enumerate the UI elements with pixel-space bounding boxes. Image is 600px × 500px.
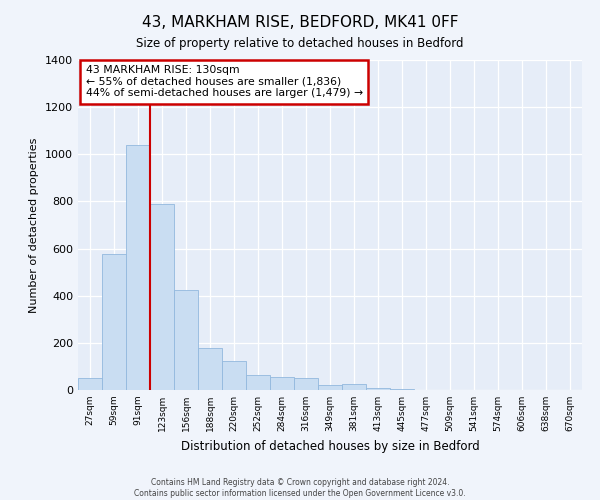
Bar [342,384,366,390]
Bar [198,348,222,390]
Bar [102,254,126,390]
Bar [222,360,246,390]
Bar [78,378,102,390]
Bar [150,204,174,390]
Bar [246,374,270,390]
Bar [174,290,198,390]
Text: Contains HM Land Registry data © Crown copyright and database right 2024.
Contai: Contains HM Land Registry data © Crown c… [134,478,466,498]
Bar [366,388,390,390]
Text: Size of property relative to detached houses in Bedford: Size of property relative to detached ho… [136,38,464,51]
Bar [294,378,318,390]
Bar [126,145,150,390]
Text: 43 MARKHAM RISE: 130sqm
← 55% of detached houses are smaller (1,836)
44% of semi: 43 MARKHAM RISE: 130sqm ← 55% of detache… [86,65,362,98]
Bar [270,377,294,390]
Text: 43, MARKHAM RISE, BEDFORD, MK41 0FF: 43, MARKHAM RISE, BEDFORD, MK41 0FF [142,15,458,30]
Bar [318,386,342,390]
Y-axis label: Number of detached properties: Number of detached properties [29,138,40,312]
Bar [390,389,414,390]
X-axis label: Distribution of detached houses by size in Bedford: Distribution of detached houses by size … [181,440,479,452]
